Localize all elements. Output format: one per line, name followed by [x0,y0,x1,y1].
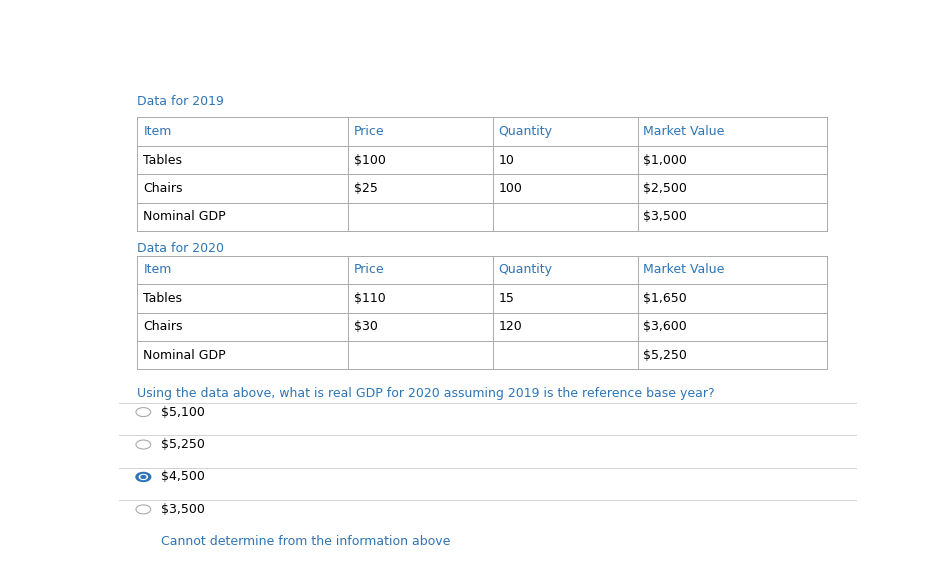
Text: $110: $110 [354,292,386,305]
Text: Market Value: Market Value [644,125,724,138]
Circle shape [136,473,150,481]
Text: Tables: Tables [144,292,183,305]
Text: $5,250: $5,250 [161,438,205,451]
Text: Market Value: Market Value [644,263,724,277]
Text: Nominal GDP: Nominal GDP [144,349,226,362]
Text: Item: Item [144,263,171,277]
Text: Price: Price [354,263,385,277]
Text: $3,500: $3,500 [644,211,687,223]
Text: Data for 2019: Data for 2019 [137,95,225,108]
Text: Chairs: Chairs [144,182,183,195]
Text: Using the data above, what is real GDP for 2020 assuming 2019 is the reference b: Using the data above, what is real GDP f… [137,387,715,400]
Text: 15: 15 [499,292,514,305]
Text: Quantity: Quantity [499,125,552,138]
Text: $3,600: $3,600 [644,320,687,333]
Text: Cannot determine from the information above: Cannot determine from the information ab… [161,535,450,548]
Text: $5,100: $5,100 [161,405,205,419]
Text: Item: Item [144,125,171,138]
Text: $5,250: $5,250 [644,349,687,362]
Circle shape [141,476,146,479]
Text: 100: 100 [499,182,523,195]
Text: $2,500: $2,500 [644,182,687,195]
Text: Quantity: Quantity [499,263,552,277]
Text: 120: 120 [499,320,523,333]
Text: $25: $25 [354,182,378,195]
Text: $1,650: $1,650 [644,292,687,305]
Text: Data for 2020: Data for 2020 [137,242,225,255]
Text: $100: $100 [354,154,386,167]
Text: $3,500: $3,500 [161,503,205,516]
Text: Chairs: Chairs [144,320,183,333]
Text: 10: 10 [499,154,514,167]
Text: Tables: Tables [144,154,183,167]
Text: Nominal GDP: Nominal GDP [144,211,226,223]
Text: $1,000: $1,000 [644,154,687,167]
Text: $4,500: $4,500 [161,470,205,483]
Text: $30: $30 [354,320,378,333]
Text: Price: Price [354,125,385,138]
Circle shape [139,474,148,480]
